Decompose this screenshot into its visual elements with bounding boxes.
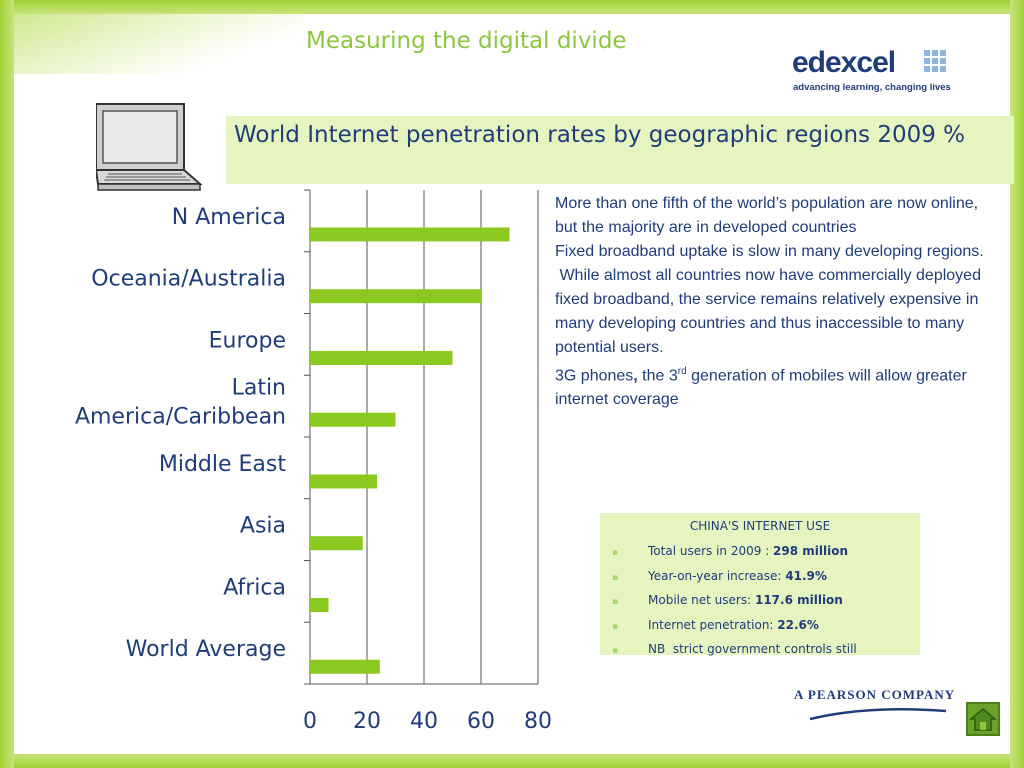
stat-value: 117.6 million xyxy=(754,593,843,607)
paragraph-broadband: Fixed broadband uptake is slow in many d… xyxy=(555,243,984,260)
bar xyxy=(310,597,329,612)
category-label: Oceania/Australia xyxy=(91,267,286,292)
category-label: Asia xyxy=(240,514,286,539)
chart-headline: World Internet penetration rates by geog… xyxy=(234,122,966,148)
x-tick-label: 40 xyxy=(410,709,438,734)
mobile-comma: , xyxy=(633,367,638,385)
paragraph-cost: While almost all countries now have comm… xyxy=(555,267,986,356)
category-label-line: America/Caribbean xyxy=(75,405,286,430)
bottom-border xyxy=(0,754,1024,768)
list-item: ▪ Internet penetration: 22.6% xyxy=(612,614,857,639)
stat-label: NB strict government controls still xyxy=(648,642,857,656)
x-tick-label: 60 xyxy=(467,709,495,734)
logo-word: edexcel xyxy=(792,46,896,79)
x-tick-label: 80 xyxy=(524,709,552,734)
corner-decoration xyxy=(14,14,304,74)
bullet-icon: ▪ xyxy=(612,548,619,558)
home-button[interactable] xyxy=(966,702,1000,736)
stat-value: 41.9% xyxy=(785,568,827,583)
penetration-bar-chart: N America Oceania/Australia Europe Latin Ame… xyxy=(75,189,552,734)
category-label-line: Middle East xyxy=(159,452,287,477)
category-label: Africa xyxy=(223,575,286,600)
logo-tagline: advancing learning, changing lives xyxy=(793,82,951,93)
china-internet-box: CHINA'S INTERNET USE ▪ Total users in 200… xyxy=(600,513,920,656)
bar xyxy=(310,289,481,304)
category-label: N America xyxy=(172,205,286,230)
left-border xyxy=(0,0,14,768)
bullet-icon: ▪ xyxy=(612,597,619,607)
page-title: Measuring the digital divide xyxy=(306,28,627,54)
list-item: ▪ Mobile net users: 117.6 million xyxy=(612,589,857,614)
pearson-label: A PEARSON COMPANY xyxy=(794,687,956,702)
mobile-middle: the 3 xyxy=(637,367,678,385)
right-border xyxy=(1010,0,1024,768)
category-label-line: N America xyxy=(172,205,286,230)
paragraph-3g: 3G phones, the 3rd generation of mobiles… xyxy=(555,360,985,412)
logo-grid-icon xyxy=(924,50,954,80)
category-label-line: Europe xyxy=(209,328,286,353)
x-tick-label: 20 xyxy=(353,709,381,734)
stat-label: Total users in 2009 : xyxy=(648,544,774,558)
bullet-icon: ▪ xyxy=(612,621,619,632)
laptop-icon xyxy=(96,103,203,191)
bullet-icon: ▪ xyxy=(612,572,619,583)
list-item: ▪ Total users in 2009 : 298 million xyxy=(612,540,857,565)
body-text: More than one fifth of the world’s popul… xyxy=(555,192,985,412)
home-icon xyxy=(968,708,998,731)
category-label: Latin America/Caribbean xyxy=(75,376,286,430)
category-label-line: World Average xyxy=(126,637,286,662)
category-label: Middle East xyxy=(159,452,287,477)
stat-label: Internet penetration: xyxy=(648,617,778,632)
bar xyxy=(310,536,363,551)
stat-label: Year-on-year increase: xyxy=(648,568,786,583)
bar xyxy=(310,350,453,365)
list-item: ▪ Year-on-year increase: 41.9% xyxy=(612,565,857,590)
pearson-swoosh-icon xyxy=(809,707,947,721)
list-item: ▪ NB strict government controls still xyxy=(612,638,857,663)
paragraph-online: More than one fifth of the world’s popul… xyxy=(555,195,979,236)
bullet-icon: ▪ xyxy=(612,646,619,656)
china-stats-list: ▪ Total users in 2009 : 298 million ▪ Year… xyxy=(612,540,857,663)
x-tick-label: 0 xyxy=(303,709,317,734)
bar xyxy=(310,227,510,242)
category-label-line: Oceania/Australia xyxy=(91,267,286,292)
headline-box: World Internet penetration rates by geog… xyxy=(226,116,1014,184)
bar xyxy=(310,474,377,489)
top-border xyxy=(0,0,1024,14)
mobile-suffix: generation of mobiles will allow greater… xyxy=(555,367,967,409)
category-label-line: Africa xyxy=(223,575,286,600)
stat-value: 298 million xyxy=(773,544,849,558)
category-label: Europe xyxy=(209,328,286,353)
category-label-line: Asia xyxy=(240,514,286,539)
bar xyxy=(310,659,380,674)
mobile-superscript: rd xyxy=(677,366,687,377)
mobile-prefix: 3G phones xyxy=(555,367,634,385)
category-label-line: Latin xyxy=(232,376,286,401)
stat-value: 22.6% xyxy=(777,617,819,632)
china-box-title: CHINA'S INTERNET USE xyxy=(689,519,831,533)
category-label: World Average xyxy=(126,637,286,662)
stat-label: Mobile net users: xyxy=(648,593,755,607)
bar xyxy=(310,412,396,427)
edexcel-logo: edexcel advancing learning, changing liv… xyxy=(792,46,962,98)
